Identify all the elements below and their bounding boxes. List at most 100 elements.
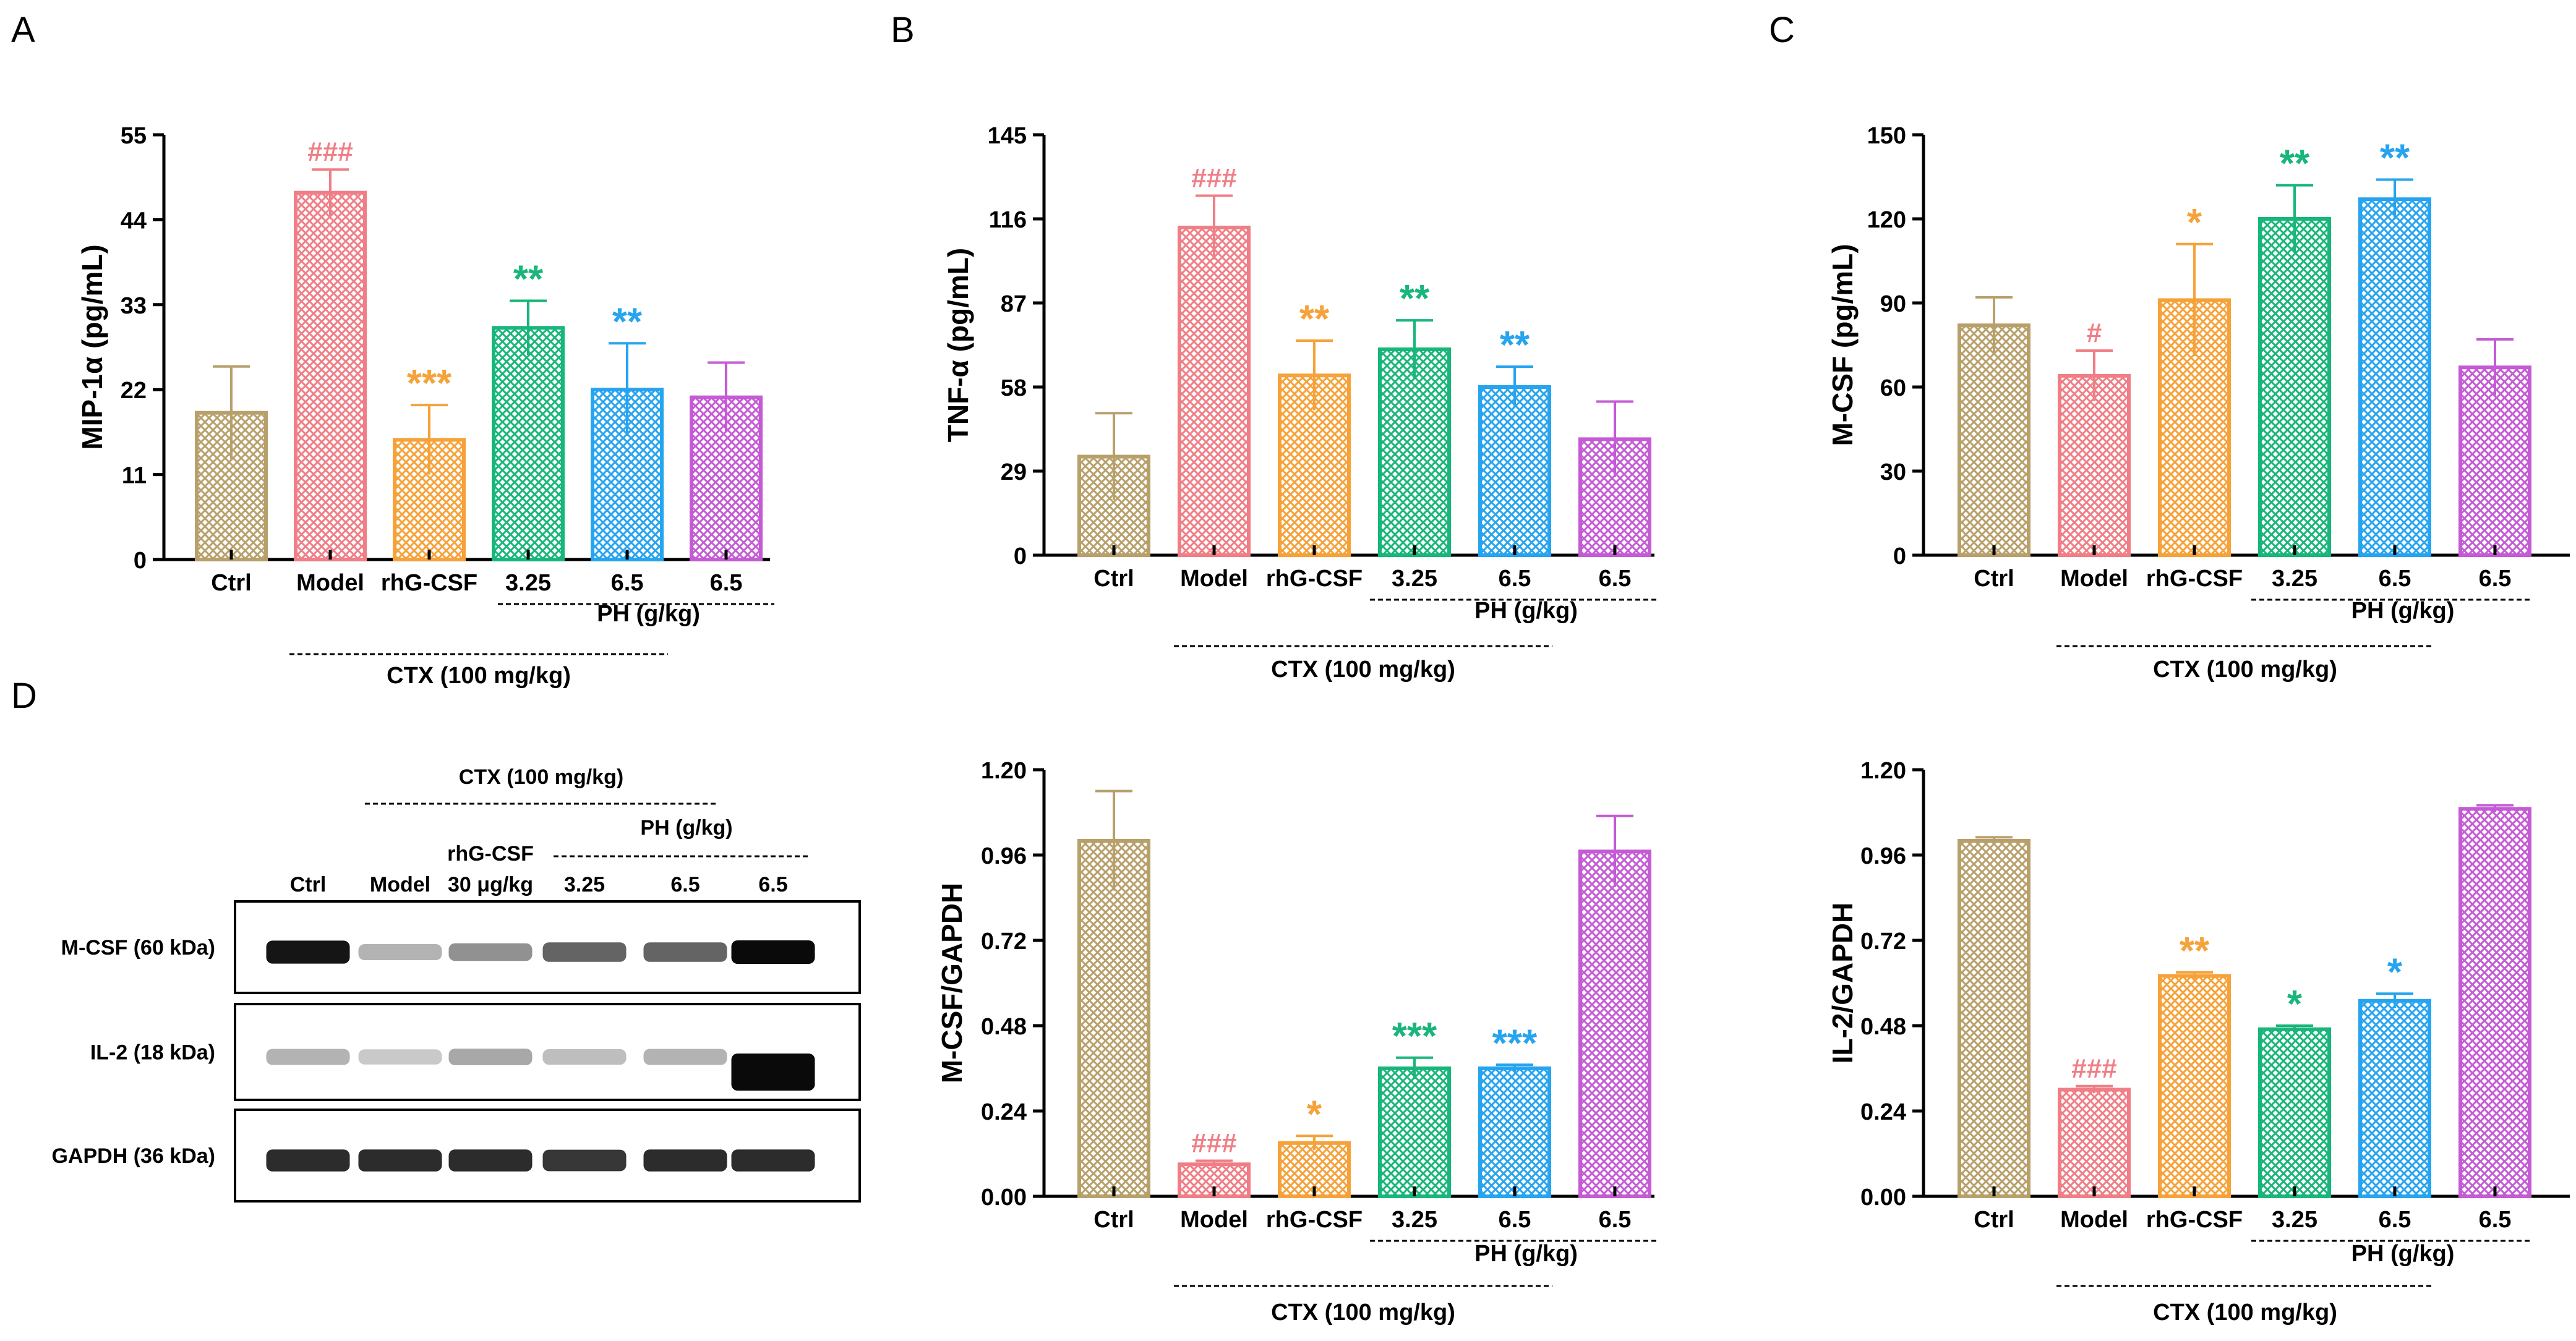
x-tick-label-3: 3.25: [2272, 566, 2317, 592]
bar-5: [2458, 807, 2531, 1198]
ph-group-label: PH (g/kg): [2351, 598, 2455, 624]
blot-band-2-2: [448, 1149, 533, 1172]
blot-row-label-1: IL-2 (18 kDa): [90, 1041, 215, 1065]
x-tick-label-1: Model: [296, 570, 364, 596]
y-tick-label: 0.00: [1860, 1185, 1906, 1211]
ctx-group-label: CTX (100 mg/kg): [1271, 1300, 1455, 1326]
significance-label-1: ###: [307, 137, 353, 167]
blot-band-1-3: [542, 1049, 627, 1065]
chart-panel-0: A 0 11 22 33 44 55 MIP-1α (pg/mL) Ctrl ### Model **…: [11, 10, 774, 689]
y-tick-label: 22: [121, 378, 147, 404]
y-axis-title: TNF-α (pg/mL): [942, 248, 974, 442]
x-tick-label-2: rhG-CSF: [1266, 566, 1363, 592]
y-tick-label: 0.96: [1860, 843, 1906, 869]
blot-row-label-0: M-CSF (60 kDa): [61, 936, 215, 960]
x-tick-label-0: Ctrl: [1974, 566, 2014, 592]
significance-label-4: ***: [1492, 1022, 1538, 1065]
blot-band-0-1: [358, 944, 442, 960]
x-tick-label-1: Model: [1180, 1207, 1248, 1233]
y-axis-title: M-CSF/GAPDH: [936, 883, 968, 1084]
blot-band-1-4: [643, 1049, 727, 1065]
ph-group-label: PH (g/kg): [1474, 1241, 1578, 1267]
blot-band-1-1: [358, 1049, 442, 1065]
significance-label-4: **: [1500, 324, 1530, 367]
chart-panel-4: 0.00 0.24 0.48 0.72 0.96 1.20 IL-2/GAPDH Ctrl ##…: [1826, 758, 2570, 1326]
blot-band-2-3: [542, 1149, 627, 1172]
x-tick-label-0: Ctrl: [211, 570, 251, 596]
bar-1: [2058, 373, 2131, 557]
ph-group-label: PH (g/kg): [597, 601, 700, 627]
x-tick-label-1: Model: [2060, 1207, 2128, 1233]
bar-4: [2358, 998, 2431, 1198]
x-tick-label-4: 6.5: [2379, 1207, 2411, 1233]
significance-label-1: #: [2087, 318, 2102, 348]
lane-label-3: 3.25: [564, 873, 605, 896]
y-tick-label: 0.00: [981, 1185, 1027, 1211]
ctx-group-label: CTX (100 mg/kg): [2153, 1300, 2337, 1326]
lane-label-5: 6.5: [758, 873, 787, 896]
x-tick-label-0: Ctrl: [1093, 1207, 1134, 1233]
y-tick-label: 120: [1867, 207, 1906, 233]
y-tick-label: 145: [988, 123, 1027, 149]
bar-0: [1958, 839, 2030, 1198]
blot-row-label-2: GAPDH (36 kDa): [51, 1144, 215, 1168]
lane-label-2: rhG-CSF: [447, 842, 534, 866]
x-tick-label-4: 6.5: [1499, 1207, 1531, 1233]
y-tick-label: 0.24: [1860, 1099, 1906, 1125]
panel-label: B: [891, 10, 915, 50]
y-tick-label: 0.24: [981, 1099, 1027, 1125]
lane-label-1: Model: [370, 873, 430, 896]
y-tick-label: 33: [121, 293, 147, 319]
y-tick-label: 0.72: [1860, 929, 1906, 955]
significance-label-2: *: [2187, 202, 2202, 244]
y-tick-label: 0: [134, 548, 147, 574]
panel-label: A: [11, 10, 35, 50]
significance-label-2: **: [1299, 298, 1330, 341]
ctx-group-label: CTX (100 mg/kg): [1271, 657, 1455, 683]
blot-band-2-1: [358, 1149, 442, 1172]
lane-dose-label: 30 μg/kg: [448, 873, 533, 896]
bar-1: [294, 190, 367, 561]
blot-band-2-4: [643, 1149, 727, 1172]
x-tick-label-4: 6.5: [2379, 566, 2411, 592]
bar-3: [1378, 1066, 1451, 1198]
y-tick-label: 11: [122, 463, 147, 489]
x-tick-label-1: Model: [1180, 566, 1248, 592]
y-axis-title: IL-2/GAPDH: [1826, 903, 1859, 1064]
x-tick-label-3: 3.25: [505, 570, 551, 596]
chart-panel-1: B 0 29 58 87 116 145 TNF-α (pg/mL) Ctrl ### Model *…: [891, 10, 1658, 683]
blot-band-2-0: [266, 1149, 350, 1172]
x-tick-label-5: 6.5: [2479, 566, 2512, 592]
significance-label-1: ###: [1191, 163, 1236, 193]
y-tick-label: 55: [121, 123, 147, 149]
y-tick-label: 1.20: [1860, 758, 1906, 784]
y-axis-title: M-CSF (pg/mL): [1826, 244, 1859, 446]
x-tick-label-1: Model: [2060, 566, 2128, 592]
y-tick-label: 44: [121, 208, 147, 234]
y-tick-label: 87: [1001, 291, 1027, 317]
significance-label-2: *: [1307, 1093, 1322, 1136]
y-tick-label: 0: [1893, 543, 1906, 569]
bar-5: [1578, 849, 1651, 1198]
y-tick-label: 150: [1867, 123, 1906, 149]
significance-label-1: ###: [1191, 1128, 1236, 1159]
ph-group-label: PH (g/kg): [1474, 598, 1578, 624]
bar-4: [2358, 197, 2431, 557]
x-tick-label-5: 6.5: [710, 570, 743, 596]
x-tick-label-5: 6.5: [2479, 1207, 2512, 1233]
chart-panel-3: 0.00 0.24 0.48 0.72 0.96 1.20 M-CSF/GAPDH Ctrl #…: [936, 758, 1658, 1326]
bar-3: [2258, 1027, 2331, 1198]
y-tick-label: 90: [1880, 291, 1906, 317]
significance-label-2: ***: [407, 362, 452, 405]
significance-label-3: *: [2287, 983, 2303, 1026]
y-tick-label: 60: [1880, 375, 1906, 401]
bar-3: [492, 326, 565, 561]
blot-band-1-5: [731, 1054, 815, 1091]
y-axis-title: MIP-1α (pg/mL): [76, 244, 108, 449]
blot-band-0-0: [266, 940, 350, 964]
bar-0: [1077, 839, 1150, 1198]
x-tick-label-5: 6.5: [1599, 566, 1632, 592]
